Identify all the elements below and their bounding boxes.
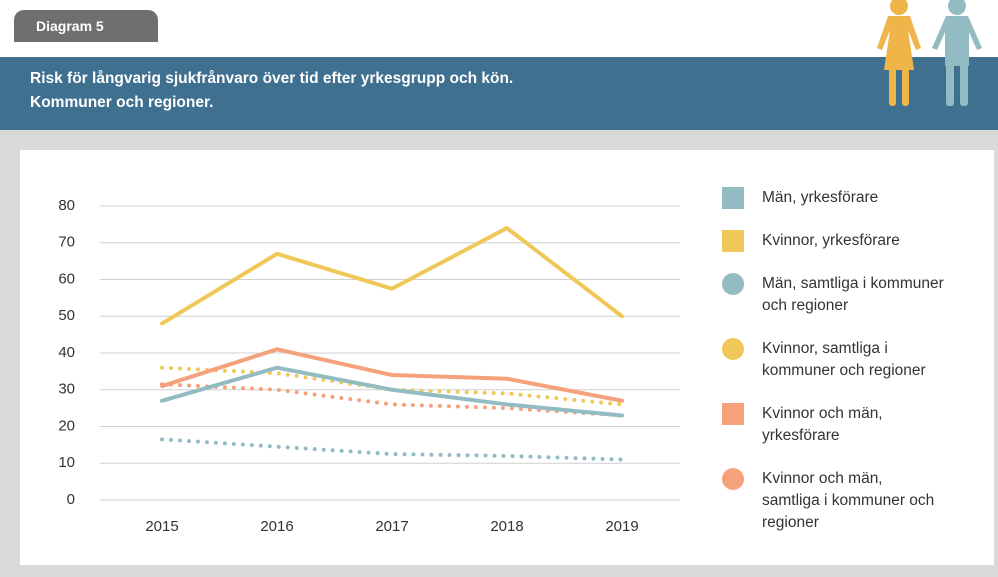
legend-label: Kvinnor, yrkesförare: [762, 232, 900, 249]
x-tick-label: 2019: [605, 518, 638, 535]
y-tick-label: 80: [58, 197, 75, 214]
y-tick-label: 70: [58, 234, 75, 251]
y-tick-label: 10: [58, 454, 75, 471]
y-tick-label: 20: [58, 417, 75, 434]
line-series: [160, 226, 624, 326]
y-tick-label: 30: [58, 381, 75, 398]
x-tick-label: 2016: [260, 518, 293, 535]
legend-label: Kvinnor och män, samtliga i kommuner och…: [762, 470, 935, 531]
x-tick-label: 2018: [490, 518, 523, 535]
legend-marker: [722, 187, 744, 209]
chart-area: [20, 150, 994, 565]
line-series: [160, 347, 624, 403]
x-tick-label: 2015: [145, 518, 178, 535]
legend-entry: Män, samtliga i kommuner och regioner: [722, 273, 944, 317]
y-tick-label: 50: [58, 307, 75, 324]
legend-entry: Kvinnor och män, yrkesförare: [722, 403, 944, 447]
line-series: [160, 437, 624, 462]
legend-entry: Kvinnor, yrkesförare: [722, 230, 944, 252]
legend-marker: [722, 403, 744, 425]
legend-entry: Kvinnor, samtliga i kommuner och regione…: [722, 338, 944, 382]
legend-marker: [722, 468, 744, 490]
people-icon: [877, 0, 982, 106]
legend-marker: [722, 338, 744, 360]
chart-title: Risk för långvarig sjukfrånvaro över tid…: [30, 70, 514, 87]
y-tick-label: 40: [58, 344, 75, 361]
tab: Diagram 5: [14, 10, 158, 42]
legend-label: Kvinnor och män, yrkesförare: [762, 405, 883, 444]
chart-subtitle: Kommuner och regioner.: [30, 94, 214, 111]
legend-marker: [722, 273, 744, 295]
legend-entry: Män, yrkesförare: [722, 187, 944, 209]
y-tick-label: 0: [67, 491, 75, 508]
legend: Män, yrkesförare Kvinnor, yrkesförare Män,…: [722, 187, 944, 534]
line-series: [160, 365, 624, 418]
legend-label: Män, yrkesförare: [762, 189, 879, 206]
x-tick-label: 2017: [375, 518, 408, 535]
y-tick-label: 60: [58, 270, 75, 287]
banner: Risk för långvarig sjukfrånvaro över tid…: [0, 42, 998, 130]
legend-entry: Kvinnor och män, samtliga i kommuner och…: [722, 468, 944, 534]
legend-label: Män, samtliga i kommuner och regioner: [762, 275, 944, 314]
legend-label: Kvinnor, samtliga i kommuner och regione…: [762, 340, 926, 379]
legend-marker: [722, 230, 744, 252]
